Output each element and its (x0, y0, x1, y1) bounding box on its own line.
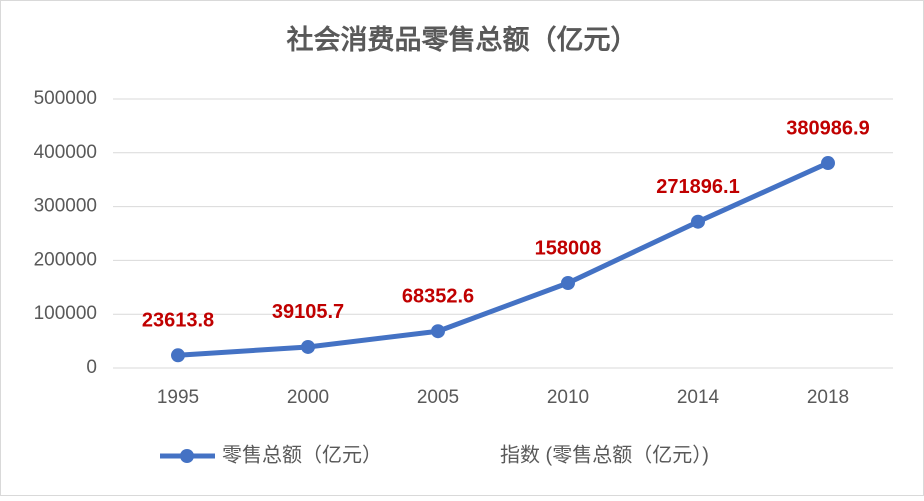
data-point (431, 324, 445, 339)
data-point (301, 339, 315, 354)
data-label: 271896.1 (656, 176, 739, 198)
y-tick-label: 200000 (34, 249, 97, 270)
data-point (561, 275, 575, 290)
data-point (821, 156, 835, 171)
data-label: 23613.8 (142, 310, 214, 332)
y-tick-label: 400000 (34, 142, 97, 163)
legend-marker (180, 449, 194, 463)
y-tick-label: 300000 (34, 196, 97, 217)
data-label: 68352.6 (402, 286, 474, 308)
legend-label: 零售总额（亿元） (222, 443, 382, 466)
x-tick-label: 2018 (807, 387, 849, 408)
x-tick-label: 1995 (157, 387, 199, 408)
x-tick-label: 2014 (677, 387, 720, 408)
x-tick-label: 2010 (547, 387, 589, 408)
data-label: 380986.9 (786, 117, 869, 139)
data-label: 39105.7 (272, 301, 344, 323)
series-line (177, 160, 830, 358)
data-point (171, 348, 185, 363)
y-tick-label: 0 (86, 357, 97, 378)
x-tick-label: 2005 (417, 387, 459, 408)
data-point (691, 214, 705, 229)
y-tick-label: 500000 (34, 88, 97, 109)
chart-title: 社会消费品零售总额（亿元） (287, 24, 638, 55)
legend-label: 指数 (零售总额（亿元）) (500, 443, 709, 466)
data-label: 158008 (535, 237, 602, 259)
y-tick-label: 100000 (34, 303, 97, 324)
x-tick-label: 2000 (287, 387, 329, 408)
